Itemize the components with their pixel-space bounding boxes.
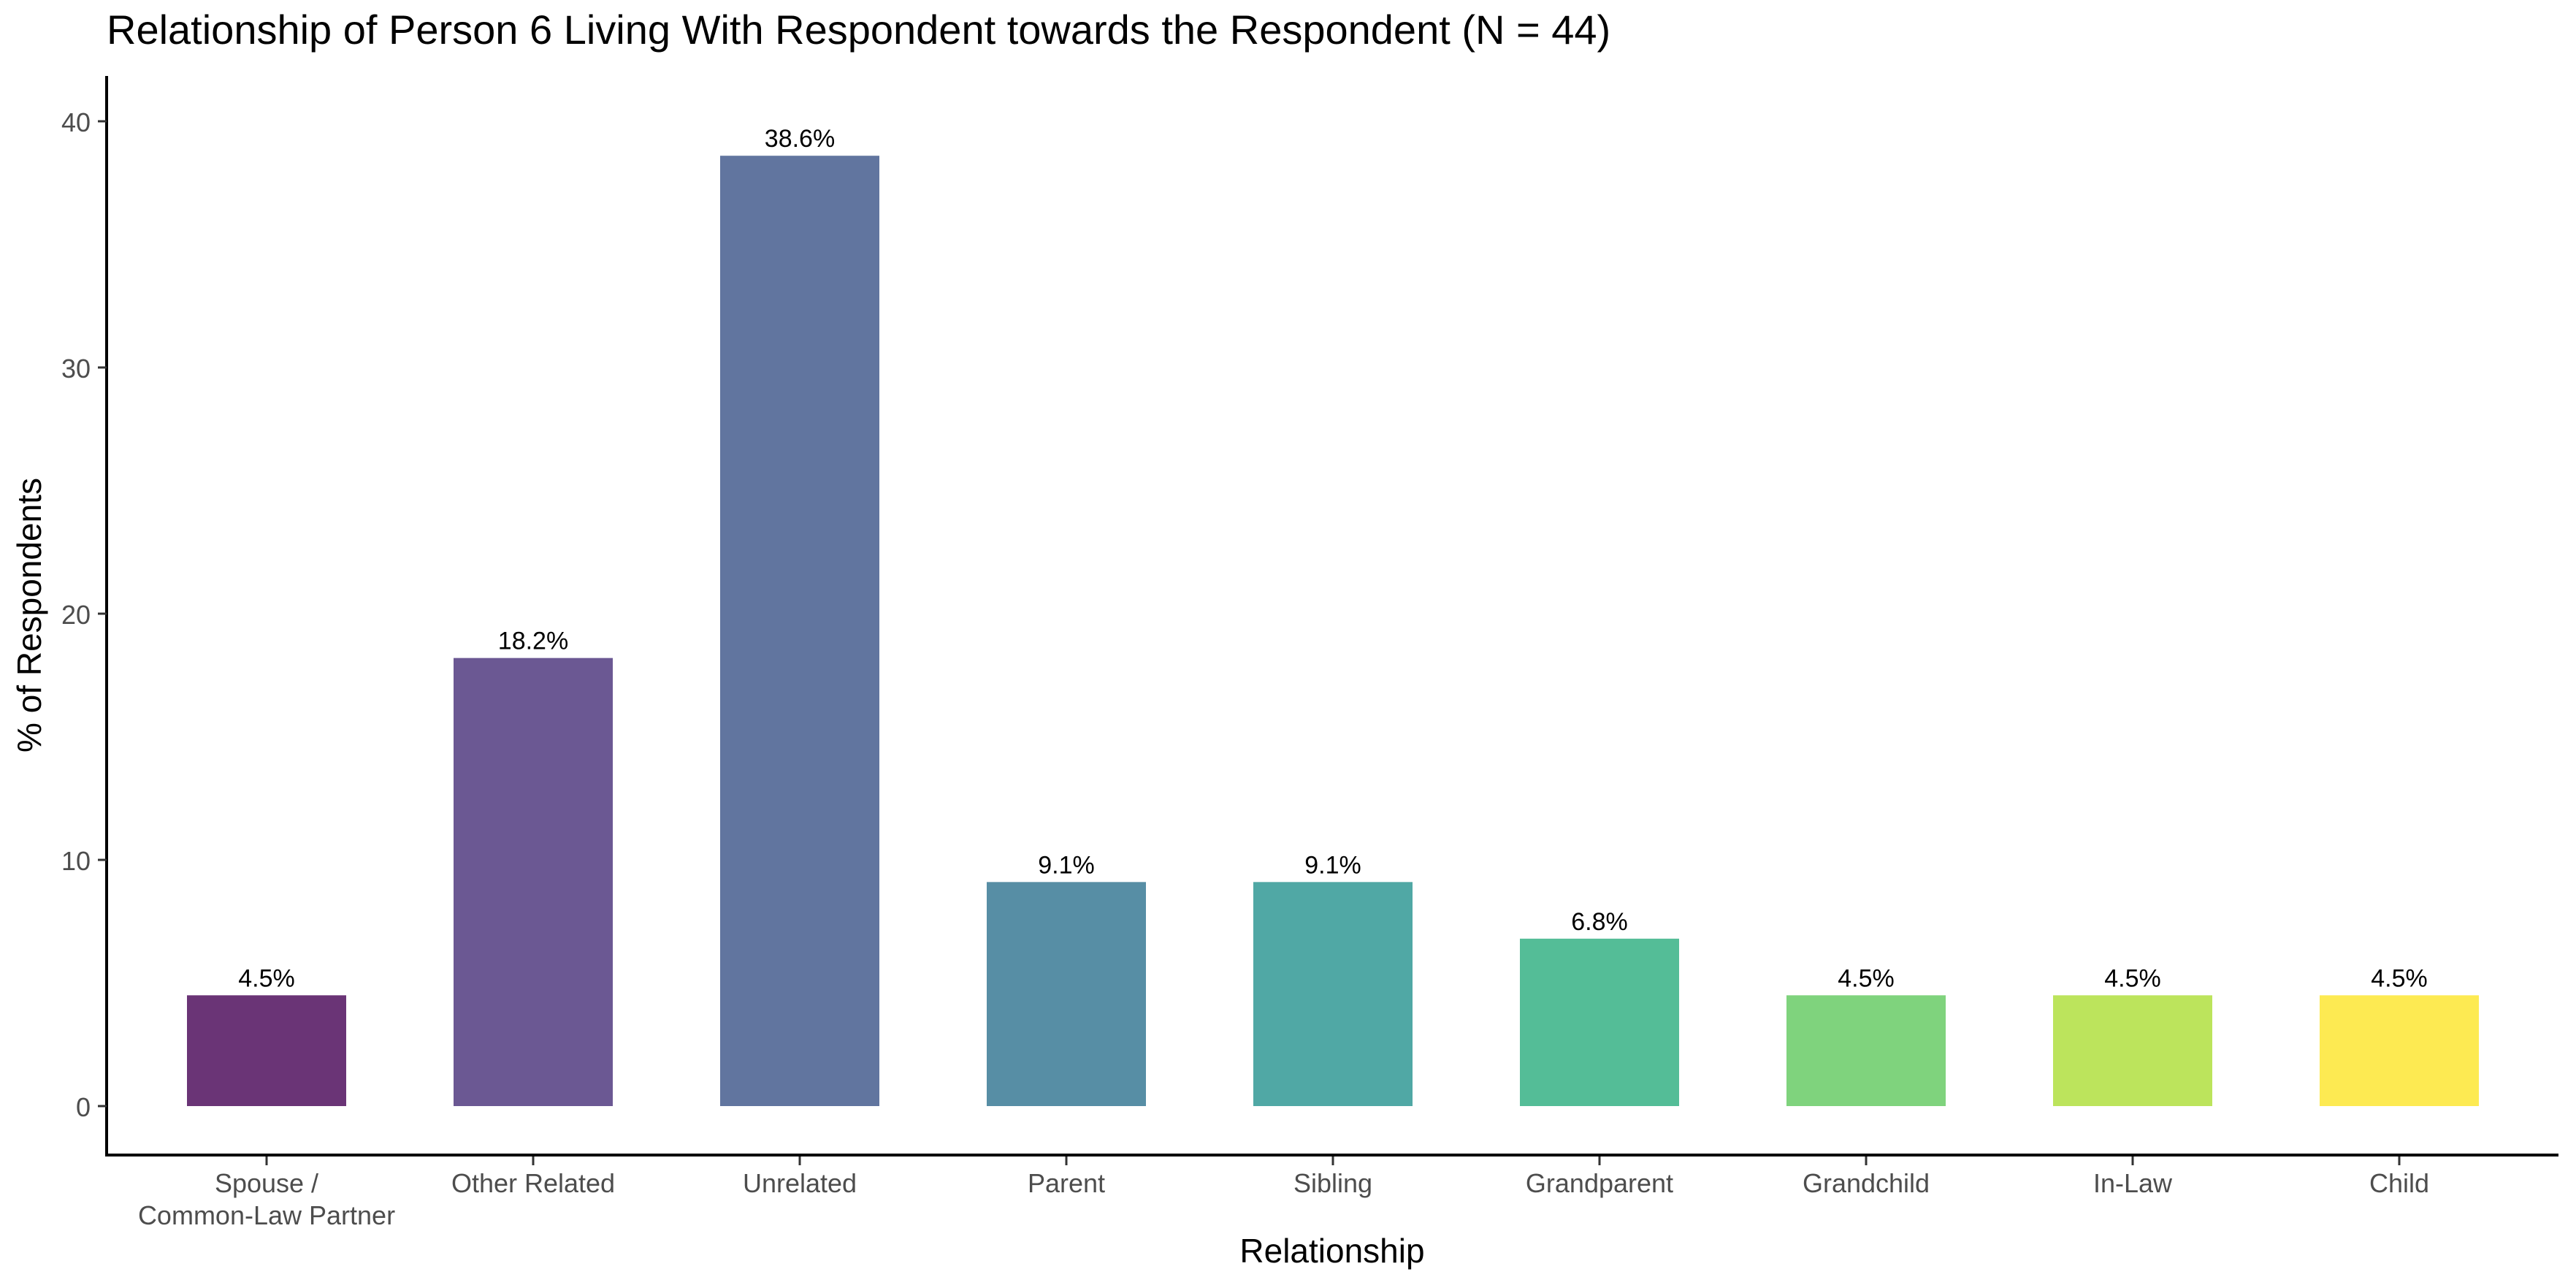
bar — [1520, 938, 1679, 1106]
x-tick-label: Grandparent — [1526, 1168, 1673, 1198]
x-axis-title: Relationship — [1239, 1232, 1424, 1270]
x-tick-label: Spouse / — [215, 1168, 318, 1198]
y-tick-label: 10 — [61, 846, 91, 876]
bar — [720, 156, 879, 1107]
y-tick-label: 20 — [61, 600, 91, 630]
x-axis-ticks: Spouse /Common-Law Partner Other Related U… — [138, 1156, 2429, 1230]
bar — [2320, 995, 2479, 1106]
x-tick-label: Unrelated — [743, 1168, 857, 1198]
y-tick-label: 0 — [76, 1092, 91, 1122]
x-tick-label: Grandchild — [1803, 1168, 1930, 1198]
y-axis-title: % of Respondents — [10, 478, 48, 752]
bar — [187, 995, 346, 1106]
x-tick-label: Other Related — [451, 1168, 615, 1198]
bar — [454, 658, 613, 1106]
bar-value-label: 38.6% — [765, 125, 835, 153]
x-tick-label: Sibling — [1293, 1168, 1372, 1198]
bar-value-label: 4.5% — [238, 964, 295, 992]
bar-value-label: 4.5% — [2104, 964, 2161, 992]
y-tick-label: 30 — [61, 354, 91, 384]
bar — [987, 882, 1146, 1106]
chart-title: Relationship of Person 6 Living With Res… — [107, 7, 1611, 53]
x-tick-label: Common-Law Partner — [138, 1200, 395, 1230]
y-tick-label: 40 — [61, 107, 91, 137]
bars: 4.5% 18.2% 38.6% 9.1% 9.1% 6.8% 4.5% 4.5% 4.5% — [187, 125, 2479, 1107]
bar — [1786, 995, 1946, 1106]
bar-value-label: 4.5% — [1838, 964, 1895, 992]
bar — [2053, 995, 2212, 1106]
x-tick-label: Child — [2369, 1168, 2429, 1198]
bar-value-label: 18.2% — [498, 628, 568, 655]
y-axis-ticks: 0 10 20 30 40 — [61, 107, 107, 1122]
bar-value-label: 9.1% — [1304, 851, 1361, 879]
x-tick-label: In-Law — [2093, 1168, 2173, 1198]
bar-value-label: 9.1% — [1038, 851, 1095, 879]
bar-value-label: 4.5% — [2371, 964, 2428, 992]
bar — [1253, 882, 1413, 1106]
bar-value-label: 6.8% — [1571, 908, 1628, 936]
x-tick-label: Parent — [1028, 1168, 1105, 1198]
